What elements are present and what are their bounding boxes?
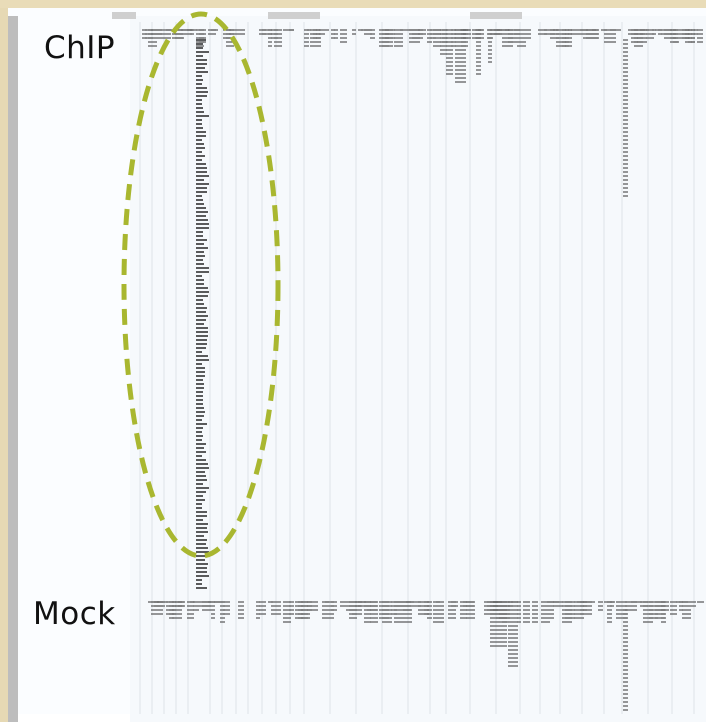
ruler-mark bbox=[112, 12, 136, 19]
peak-highlight-ellipse bbox=[121, 11, 281, 559]
window-left-border bbox=[0, 8, 8, 722]
scroll-gutter[interactable] bbox=[8, 16, 18, 722]
track-panel bbox=[130, 16, 706, 722]
ruler-mark bbox=[470, 12, 522, 19]
mock-track-label: Mock bbox=[33, 596, 116, 632]
ruler-mark bbox=[268, 12, 320, 19]
chip-track-label: ChIP bbox=[44, 30, 116, 66]
